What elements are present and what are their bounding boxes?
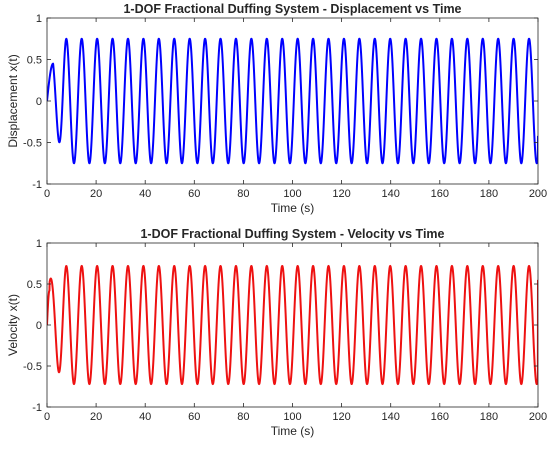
velocity-x-tick-label: 0 <box>44 411 50 423</box>
velocity-x-tick-label: 160 <box>431 411 449 423</box>
displacement-x-tick-label: 120 <box>332 188 350 200</box>
velocity-x-tick-label: 120 <box>332 411 350 423</box>
displacement-x-tick-label: 100 <box>283 188 301 200</box>
displacement-subplot: 1-DOF Fractional Duffing System - Displa… <box>6 2 547 215</box>
velocity-y-axis-label: Velocity x(t) <box>6 294 20 356</box>
velocity-subplot: 1-DOF Fractional Duffing System - Veloci… <box>6 227 547 438</box>
velocity-y-tick-label: 0 <box>36 320 42 332</box>
displacement-y-tick-label: 1 <box>36 13 42 25</box>
velocity-y-tick-label: 0.5 <box>27 279 42 291</box>
displacement-y-axis-label: Displacement x(t) <box>6 54 20 147</box>
velocity-x-tick-label: 40 <box>139 411 151 423</box>
velocity-x-tick-label: 140 <box>382 411 400 423</box>
displacement-chart-title: 1-DOF Fractional Duffing System - Displa… <box>123 2 461 16</box>
displacement-x-tick-label: 60 <box>188 188 200 200</box>
velocity-y-tick-label: 1 <box>36 238 42 250</box>
displacement-x-tick-label: 20 <box>90 188 102 200</box>
displacement-x-tick-label: 80 <box>237 188 249 200</box>
velocity-x-tick-label: 80 <box>237 411 249 423</box>
velocity-x-axis-label: Time (s) <box>271 424 315 438</box>
displacement-x-tick-label: 160 <box>431 188 449 200</box>
velocity-x-tick-label: 180 <box>480 411 498 423</box>
displacement-x-tick-label: 200 <box>529 188 547 200</box>
velocity-x-tick-label: 20 <box>90 411 102 423</box>
displacement-x-tick-label: 40 <box>139 188 151 200</box>
velocity-x-tick-label: 60 <box>188 411 200 423</box>
velocity-y-tick-label: -0.5 <box>23 361 42 373</box>
displacement-x-axis-label: Time (s) <box>271 201 315 215</box>
velocity-x-tick-label: 100 <box>283 411 301 423</box>
velocity-chart-title: 1-DOF Fractional Duffing System - Veloci… <box>140 227 444 241</box>
velocity-y-tick-label: -1 <box>32 402 42 414</box>
displacement-x-tick-label: 140 <box>382 188 400 200</box>
displacement-y-tick-label: -0.5 <box>23 138 42 150</box>
displacement-series-line <box>47 37 538 165</box>
velocity-x-tick-label: 200 <box>529 411 547 423</box>
velocity-series-line <box>47 264 538 386</box>
displacement-y-tick-label: -1 <box>32 179 42 191</box>
displacement-x-tick-label: 180 <box>480 188 498 200</box>
displacement-y-tick-label: 0 <box>36 96 42 108</box>
displacement-y-tick-label: 0.5 <box>27 55 42 67</box>
displacement-x-tick-label: 0 <box>44 188 50 200</box>
